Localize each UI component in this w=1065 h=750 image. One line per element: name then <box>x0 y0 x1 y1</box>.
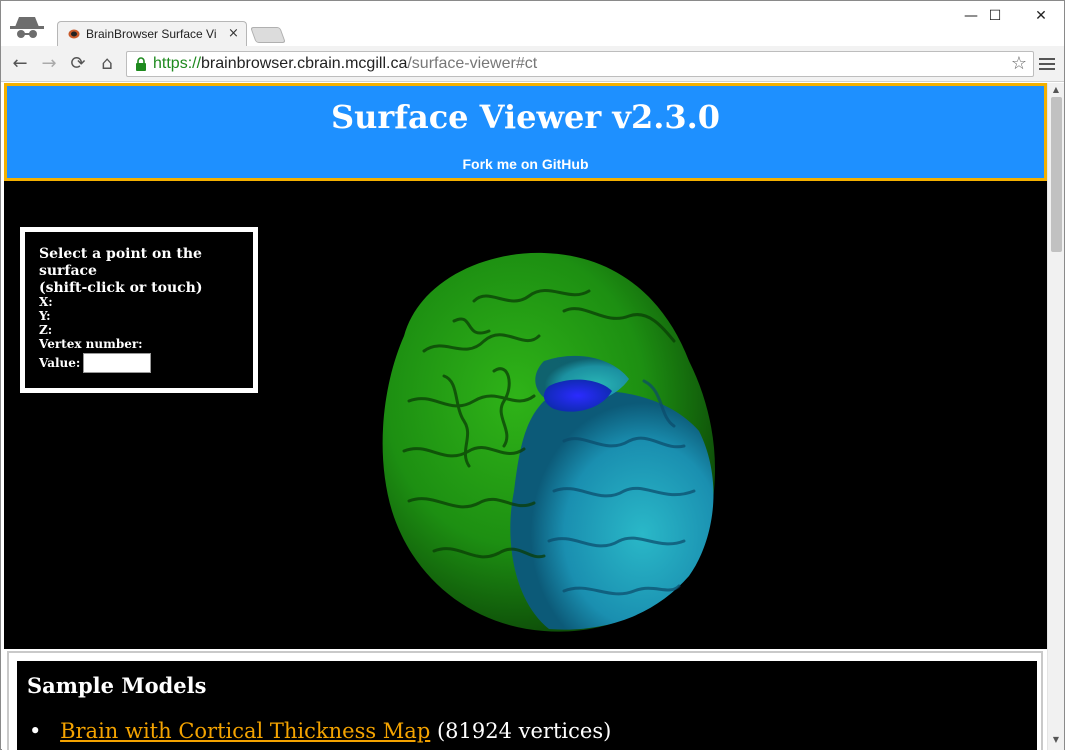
address-bar[interactable]: https://brainbrowser.cbrain.mcgill.ca/su… <box>126 51 1034 77</box>
sample-models-heading: Sample Models <box>27 673 207 698</box>
model-link-cortical-thickness[interactable]: Brain with Cortical Thickness Map <box>60 719 431 743</box>
minimize-button[interactable]: — <box>964 8 978 24</box>
github-link[interactable]: Fork me on GitHub <box>462 156 589 172</box>
back-button[interactable]: ← <box>12 53 28 74</box>
pick-info-panel: Select a point on the surface (shift-cli… <box>20 227 258 393</box>
model-vertex-count: (81924 vertices) <box>436 719 612 743</box>
home-button[interactable]: ⌂ <box>101 53 113 74</box>
sample-models-list: Brain with Cortical Thickness Map (81924… <box>29 719 611 743</box>
pick-info-title: Select a point on the surface (shift-cli… <box>39 246 254 297</box>
pick-x-label: X: <box>39 295 53 309</box>
pick-value-input[interactable] <box>83 353 151 373</box>
surface-viewer-canvas[interactable]: Select a point on the surface (shift-cli… <box>4 181 1047 649</box>
tab-close-icon[interactable]: × <box>228 26 239 41</box>
pick-info-title-line2: (shift-click or touch) <box>39 280 203 296</box>
url-scheme: https:// <box>153 55 202 72</box>
pick-z-label: Z: <box>39 323 53 337</box>
page-header: Surface Viewer v2.3.0 Fork me on GitHub <box>4 83 1047 181</box>
pick-y-label: Y: <box>39 309 51 323</box>
reload-button[interactable]: ⟳ <box>70 53 86 74</box>
title-bar: BrainBrowser Surface Viev × — ☐ ✕ <box>1 1 1064 47</box>
new-tab-button[interactable] <box>250 27 286 43</box>
sample-models-panel: Sample Models Brain with Cortical Thickn… <box>17 661 1037 750</box>
maximize-button[interactable]: ☐ <box>988 8 1002 24</box>
page-scrollbar[interactable]: ▲ ▼ <box>1047 83 1064 750</box>
brain-favicon-icon <box>68 29 80 39</box>
browser-tab[interactable]: BrainBrowser Surface Viev × <box>57 21 247 47</box>
url-path: /surface-viewer#ct <box>407 55 538 72</box>
scroll-thumb[interactable] <box>1051 97 1062 252</box>
url-host: brainbrowser.cbrain.mcgill.ca <box>201 55 408 72</box>
page-viewport: Surface Viewer v2.3.0 Fork me on GitHub <box>2 83 1047 750</box>
browser-menu-icon[interactable] <box>1039 56 1055 72</box>
url-text: https://brainbrowser.cbrain.mcgill.ca/su… <box>153 55 537 73</box>
page-title: Surface Viewer v2.3.0 <box>330 98 721 136</box>
pick-value-label: Value: <box>39 356 81 370</box>
sample-models-section: Sample Models Brain with Cortical Thickn… <box>7 651 1043 750</box>
lock-icon <box>136 57 146 71</box>
scroll-up-icon[interactable]: ▲ <box>1052 85 1060 94</box>
brain-surface-model[interactable] <box>364 241 734 641</box>
forward-button[interactable]: → <box>41 53 57 74</box>
pick-info-title-line1: Select a point on the surface <box>39 246 202 279</box>
pick-vertex-label: Vertex number: <box>39 337 143 351</box>
tab-title: BrainBrowser Surface Viev <box>86 27 216 41</box>
close-window-button[interactable]: ✕ <box>1035 8 1047 24</box>
incognito-icon <box>10 17 44 38</box>
scroll-down-icon[interactable]: ▼ <box>1052 735 1060 744</box>
list-item: Brain with Cortical Thickness Map (81924… <box>29 719 611 743</box>
browser-toolbar: ← → ⟳ ⌂ https://brainbrowser.cbrain.mcgi… <box>1 46 1064 82</box>
bookmark-star-icon[interactable]: ☆ <box>1010 53 1027 74</box>
